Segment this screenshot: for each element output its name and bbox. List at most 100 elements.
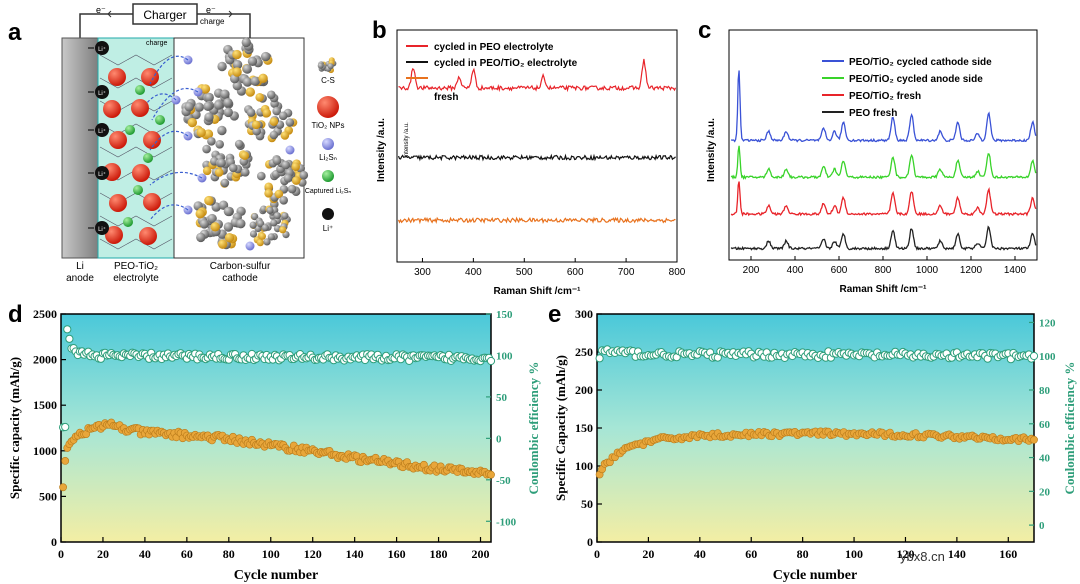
- electrolyte-label-2: electrolyte: [113, 273, 159, 284]
- chart-b-xtick-label: 800: [669, 267, 686, 278]
- carbon-particle: [281, 160, 291, 170]
- chart-d-xtick-label: 120: [304, 547, 322, 561]
- li-ion: [95, 221, 109, 235]
- carbon-particle: [184, 102, 194, 112]
- sulfur-particle: [232, 67, 242, 77]
- chart-d-xtick-label: 160: [388, 547, 406, 561]
- chart-b-series-3: [397, 216, 676, 225]
- lattice-line: [99, 123, 173, 135]
- charger-label: Charger: [143, 8, 186, 22]
- carbon-particle: [299, 170, 309, 180]
- electrolyte-layer: [97, 37, 175, 259]
- carbon-particle: [199, 219, 209, 229]
- carbon-particle: [223, 206, 234, 217]
- legend-b-label-1: cycled in PEO electrolyte: [434, 42, 554, 53]
- electron-arrow-right: [222, 10, 233, 18]
- tio2-particle: [109, 194, 127, 212]
- carbon-particle: [194, 102, 204, 112]
- chart-d-xtick-label: 200: [472, 547, 490, 561]
- legend-c-label-2: PEO/TiO₂ cycled anode side: [849, 74, 983, 85]
- carbon-particle: [257, 171, 266, 181]
- carbon-particle: [257, 220, 265, 228]
- carbon-particle: [260, 205, 268, 213]
- panel-letter-d: d: [8, 301, 23, 328]
- carbon-particle: [261, 224, 269, 232]
- anode-label-2: anode: [66, 273, 94, 284]
- chart-d-efficiency-point: [486, 356, 496, 366]
- chart-d-xtick-label: 100: [262, 547, 280, 561]
- tio2-particle: [109, 131, 127, 149]
- legend-cs-particle: [327, 63, 334, 70]
- carbon-particle: [203, 101, 213, 112]
- sulfur-particle: [258, 232, 266, 240]
- chart-e-xtick-label: 40: [694, 547, 706, 561]
- sulfur-particle: [251, 120, 261, 130]
- captured-polysulfide: [143, 153, 153, 163]
- li-ion: [95, 85, 109, 99]
- li-ion-label: Li⁺: [98, 128, 106, 135]
- anode-label-1: Li: [76, 261, 84, 272]
- lattice-line: [99, 215, 173, 227]
- chart-d-capacity-point: [59, 483, 67, 492]
- carbon-particle: [220, 178, 230, 188]
- tio2-particle: [143, 193, 161, 211]
- migration-arrow: [149, 171, 203, 186]
- carbon-particle: [223, 107, 233, 118]
- sulfur-particle: [269, 117, 279, 126]
- tio2-particle: [105, 226, 123, 244]
- sulfur-particle: [291, 162, 301, 171]
- carbon-particle: [207, 137, 216, 146]
- legend-li-ion-label: Li⁺: [323, 224, 333, 233]
- chart-b-xtick-label: 700: [618, 267, 635, 278]
- chart-e-xtick-label: 100: [845, 547, 863, 561]
- carbon-particle: [267, 233, 275, 241]
- li-ion: [95, 123, 109, 137]
- chart-b-xtick-label: 400: [465, 267, 482, 278]
- electron-left-label: e⁻: [96, 5, 106, 15]
- tio2-particle: [139, 227, 157, 245]
- chart-e-xtick-label: 140: [948, 547, 966, 561]
- legend-b-label-2: cycled in PEO/TiO₂ electrolyte: [434, 58, 578, 69]
- sulfur-particle: [195, 209, 205, 219]
- legend-c-label-1: PEO/TiO₂ cycled cathode side: [849, 57, 992, 68]
- chart-c-xtick-label: 1200: [960, 265, 983, 276]
- captured-polysulfide: [133, 185, 143, 195]
- chart-d-ytick-left-label: 1500: [33, 398, 57, 412]
- li-ion-label: Li⁺: [98, 46, 106, 53]
- carbon-particle: [241, 37, 251, 48]
- carbon-particle: [251, 213, 259, 221]
- carbon-particle: [236, 219, 246, 229]
- chart-d-efficiency-point: [63, 325, 72, 334]
- sulfur-particle: [203, 129, 214, 139]
- sulfur-particle: [264, 189, 273, 198]
- chart-e-ytick-left-label: 150: [575, 421, 593, 435]
- chart-c-xtick-label: 600: [831, 265, 848, 276]
- sulfur-particle: [210, 222, 220, 232]
- chart-e-xtick-label: 160: [999, 547, 1017, 561]
- carbon-particle: [261, 51, 271, 62]
- carbon-particle: [202, 144, 211, 154]
- chart-e-efficiency-point: [595, 354, 604, 363]
- sulfur-particle: [240, 151, 249, 160]
- carbon-particle: [204, 112, 214, 122]
- carbon-particle: [267, 90, 276, 100]
- chart-c-xtick-label: 200: [743, 265, 760, 276]
- polysulfide: [285, 145, 295, 155]
- carbon-particle: [272, 156, 282, 165]
- cathode-label-1: Carbon-sulfur: [210, 261, 271, 272]
- legend-li2sn-label: Li₂Sₙ: [319, 153, 337, 162]
- carbon-particle: [250, 76, 260, 86]
- legend-c-label-4: PEO fresh: [849, 108, 897, 119]
- panel-letter-b: b: [372, 17, 387, 44]
- chart-c-xtick-label: 1400: [1004, 265, 1027, 276]
- chart-e-capacity-point: [1030, 435, 1038, 444]
- carbon-particle: [269, 130, 279, 140]
- charger-box: [132, 3, 198, 25]
- sulfur-particle: [224, 233, 235, 243]
- chart-d-ytick-left-label: 0: [51, 535, 57, 549]
- chart-e-ytick-left-label: 250: [575, 345, 593, 359]
- carbon-particle: [249, 230, 258, 238]
- chart-d-efficiency-point: [61, 422, 70, 432]
- chart-d-ytick-right-label: 50: [496, 392, 508, 404]
